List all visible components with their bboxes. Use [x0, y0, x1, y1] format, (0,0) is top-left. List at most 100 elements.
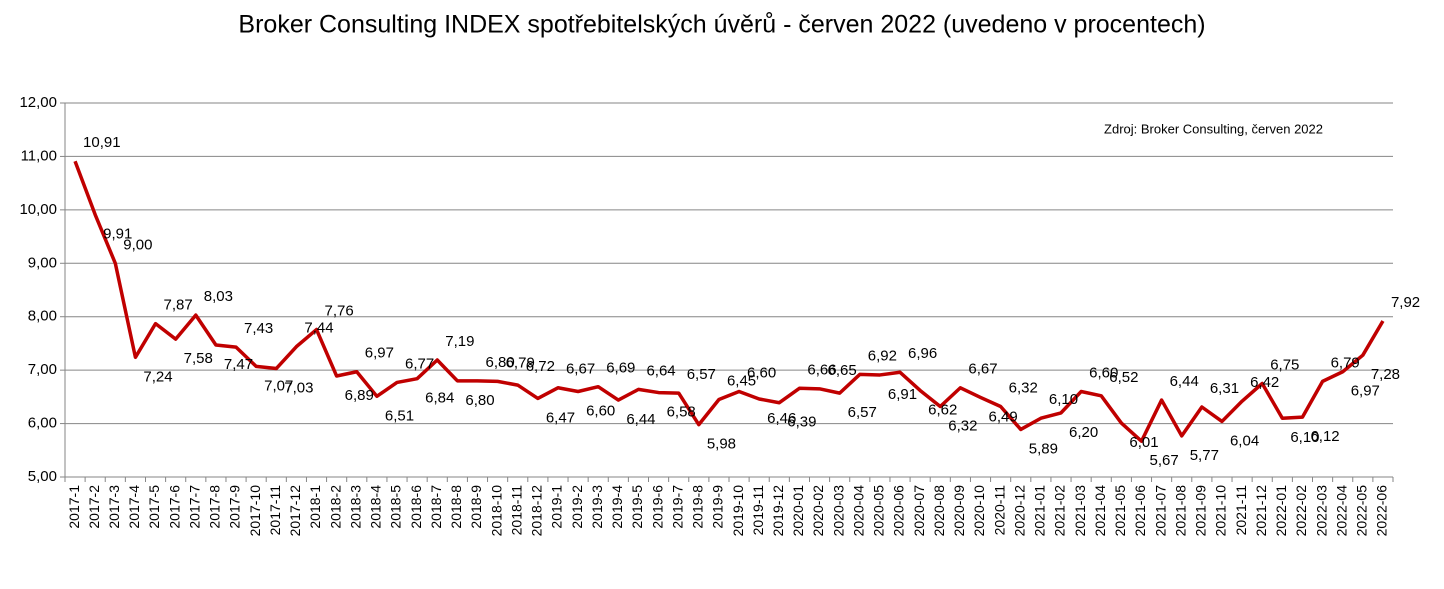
data-label: 6,31 [1210, 380, 1239, 397]
x-tick-label: 2020-08 [931, 485, 947, 537]
x-tick-label: 2020-09 [951, 485, 967, 537]
x-tick-label: 2021-08 [1172, 485, 1188, 537]
x-tick-label: 2019-2 [569, 485, 585, 529]
data-label: 6,80 [465, 392, 494, 409]
x-tick-label: 2020-12 [1011, 485, 1027, 537]
data-label: 7,24 [143, 368, 172, 385]
data-label: 6,58 [667, 404, 696, 421]
data-label: 7,76 [325, 303, 354, 320]
data-label: 7,28 [1371, 366, 1400, 383]
x-tick-label: 2017-1 [66, 485, 82, 529]
data-label: 6,67 [566, 361, 595, 378]
data-label: 6,52 [1109, 369, 1138, 386]
x-tick-label: 2018-4 [368, 485, 384, 529]
data-label: 6,57 [848, 404, 877, 421]
x-tick-label: 2021-11 [1233, 485, 1249, 536]
x-tick-label: 2019-7 [669, 485, 685, 529]
x-tick-label: 2020-02 [810, 485, 826, 537]
data-label: 6,67 [968, 361, 997, 378]
data-label: 6,97 [1351, 383, 1380, 400]
data-label: 6,46 [767, 410, 796, 427]
data-label: 6,44 [1170, 373, 1199, 390]
data-label: 5,98 [707, 436, 736, 453]
data-label: 6,51 [385, 407, 414, 424]
x-tick-label: 2019-5 [629, 485, 645, 529]
x-tick-label: 2018-11 [508, 485, 524, 536]
y-tick-label: 8,00 [28, 308, 57, 325]
x-tick-label: 2018-9 [468, 485, 484, 529]
x-tick-label: 2018-3 [347, 485, 363, 529]
x-tick-label: 2017-9 [227, 485, 243, 529]
data-label: 6,32 [1009, 379, 1038, 396]
y-tick-label: 7,00 [28, 361, 57, 378]
data-label: 6,97 [365, 345, 394, 362]
x-tick-label: 2022-02 [1293, 485, 1309, 537]
data-label: 6,60 [747, 364, 776, 381]
data-label: 6,45 [727, 372, 756, 389]
data-label: 7,92 [1391, 294, 1420, 311]
data-label: 9,91 [103, 226, 132, 243]
data-label: 5,77 [1190, 447, 1219, 464]
x-tick-label: 2022-01 [1273, 485, 1289, 537]
data-label: 7,19 [445, 333, 474, 350]
x-tick-label: 2019-11 [750, 485, 766, 536]
y-tick-label: 11,00 [21, 147, 57, 164]
data-label: 7,44 [304, 320, 333, 337]
x-tick-label: 2017-12 [287, 485, 303, 537]
data-label: 9,00 [123, 236, 152, 253]
data-label: 7,87 [164, 297, 193, 314]
x-tick-label: 2019-10 [730, 485, 746, 537]
y-tick-label: 10,00 [19, 201, 57, 218]
data-label: 6,12 [1310, 428, 1339, 445]
data-line [73, 160, 1385, 443]
y-tick-label: 5,00 [28, 468, 57, 485]
data-label: 6,65 [828, 362, 857, 379]
x-tick-label: 2022-04 [1333, 485, 1349, 537]
x-tick-label: 2019-1 [549, 485, 565, 529]
data-label: 6,96 [908, 345, 937, 362]
data-label: 6,80 [485, 354, 514, 371]
x-tick-label: 2021-01 [1032, 485, 1048, 537]
y-tick-label: 9,00 [28, 254, 57, 271]
data-label: 6,75 [1270, 356, 1299, 373]
x-tick-label: 2020-05 [871, 485, 887, 537]
x-tick-label: 2018-5 [388, 485, 404, 529]
data-label: 6,62 [928, 401, 957, 418]
x-tick-label: 2022-05 [1354, 485, 1370, 537]
data-label: 8,03 [204, 288, 233, 305]
data-label: 6,77 [405, 355, 434, 372]
x-tick-label: 2017-6 [166, 485, 182, 529]
x-tick-label: 2021-02 [1052, 485, 1068, 537]
data-label: 10,91 [83, 134, 121, 151]
x-tick-label: 2018-2 [327, 485, 343, 529]
data-label: 7,43 [244, 320, 273, 337]
data-label: 6,79 [506, 354, 535, 371]
data-label: 6,39 [787, 414, 816, 431]
data-label: 6,10 [1290, 429, 1319, 446]
data-label: 6,57 [687, 366, 716, 383]
x-tick-label: 2020-03 [830, 485, 846, 537]
x-tick-label: 2018-6 [408, 485, 424, 529]
x-tick-label: 2021-12 [1253, 485, 1269, 537]
x-tick-label: 2017-7 [186, 485, 202, 529]
x-tick-label: 2020-01 [790, 485, 806, 537]
x-tick-label: 2020-04 [850, 485, 866, 537]
x-tick-label: 2018-7 [428, 485, 444, 529]
data-label: 6,60 [586, 402, 615, 419]
data-label: 6,42 [1250, 374, 1279, 391]
data-label: 6,49 [989, 408, 1018, 425]
x-tick-label: 2022-03 [1313, 485, 1329, 537]
x-tick-label: 2017-3 [106, 485, 122, 529]
x-tick-label: 2020-10 [971, 485, 987, 537]
x-tick-label: 2019-9 [710, 485, 726, 529]
data-label: 6,60 [1089, 364, 1118, 381]
x-tick-label: 2019-12 [770, 485, 786, 537]
data-label: 6,44 [626, 411, 655, 428]
x-tick-label: 2021-10 [1213, 485, 1229, 537]
x-tick-label: 2018-10 [488, 485, 504, 537]
x-tick-label: 2018-12 [529, 485, 545, 537]
x-tick-label: 2017-8 [207, 485, 223, 529]
y-tick-label: 6,00 [28, 415, 57, 432]
annotation: Zdroj: Broker Consulting, červen 2022 [1104, 121, 1323, 136]
